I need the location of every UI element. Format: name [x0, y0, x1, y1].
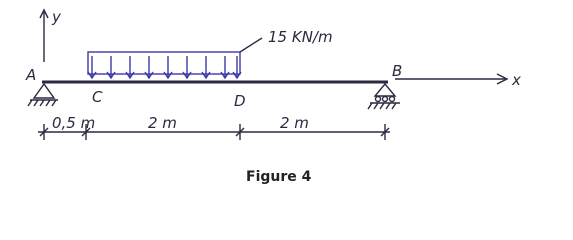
- point-b: B: [392, 62, 402, 80]
- pin-support: [32, 82, 56, 99]
- dimension-ticks: [39, 124, 390, 140]
- point-c: C: [92, 88, 103, 106]
- y-arrow: [39, 8, 49, 19]
- load-box: [87, 51, 241, 75]
- dimension-label: 0,5 m: [52, 114, 95, 132]
- x-label: x: [511, 71, 521, 89]
- dimension-label: 2 m: [280, 114, 309, 132]
- y-label: y: [51, 8, 62, 26]
- ground-a: [27, 99, 58, 107]
- ground-b: [367, 102, 400, 110]
- dimension-label: 2 m: [148, 114, 177, 132]
- point-d: D: [234, 92, 246, 110]
- roller-support: [373, 82, 397, 97]
- load-leader: [239, 37, 263, 53]
- load-label: 15 KN/m: [268, 28, 333, 46]
- point-a: A: [25, 66, 36, 84]
- x-arrow: [496, 73, 509, 85]
- load-arrows: [87, 56, 242, 80]
- diagram: y x 15 KN/m A B C D 0,5 m 2 m 2 m Figure…: [25, 8, 521, 185]
- caption: Figure 4: [246, 169, 312, 185]
